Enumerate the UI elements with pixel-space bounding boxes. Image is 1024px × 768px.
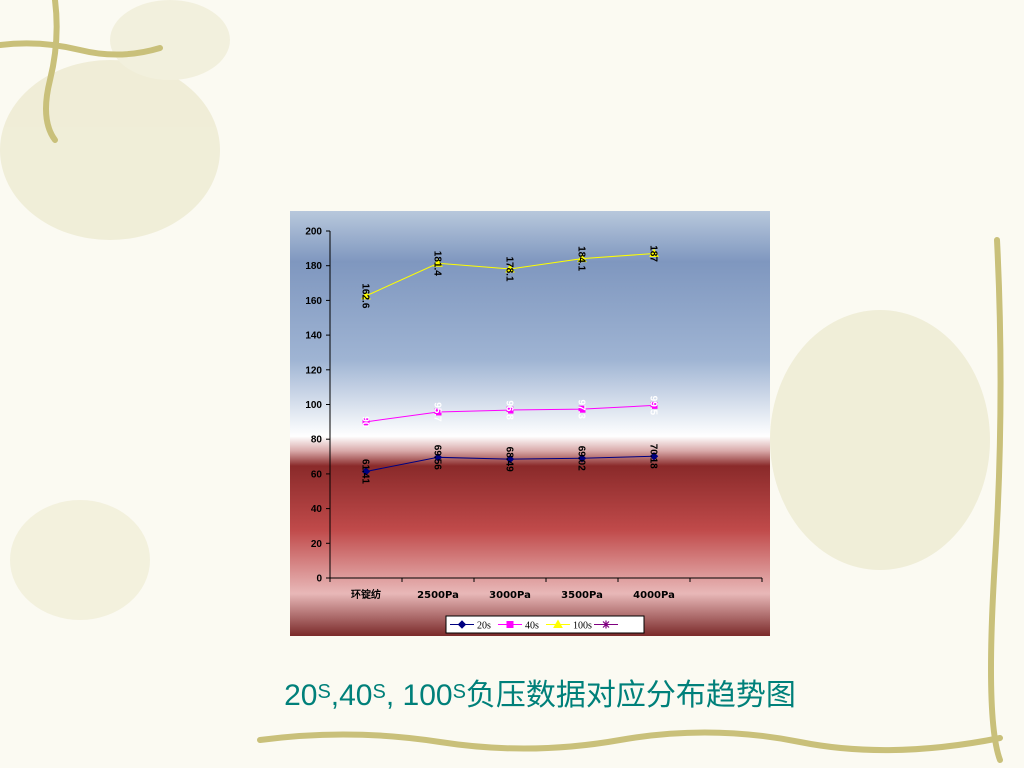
marker	[506, 406, 514, 414]
y-tick-label: 200	[305, 227, 322, 238]
data-label: 90	[360, 416, 371, 428]
marker	[577, 454, 587, 463]
marker	[433, 453, 443, 462]
marker	[577, 253, 587, 263]
chart-area	[290, 211, 770, 636]
title-superscript: S	[453, 681, 466, 703]
title-text: , 100	[386, 679, 453, 712]
marker	[361, 467, 371, 476]
marker	[505, 263, 515, 273]
data-label: 69.02	[576, 446, 587, 471]
y-tick-label: 80	[311, 435, 323, 446]
marker	[505, 454, 515, 464]
y-tick-label: 120	[305, 365, 322, 376]
chart: 0 20 40 60 80 100 120 140 160 180 200 环锭纺 2500Pa 3000…	[305, 227, 763, 634]
marker	[361, 290, 371, 300]
x-tick-label: 4000Pa	[633, 590, 675, 601]
marker	[506, 621, 514, 628]
marker	[578, 405, 586, 413]
y-tick-label: 40	[311, 504, 323, 515]
marker	[553, 619, 563, 628]
chart-title: 20S,40S, 100S负压数据对应分布趋势图	[284, 678, 796, 713]
data-label: 178.1	[504, 256, 515, 281]
x-tick-label: 环锭纺	[351, 588, 381, 601]
marker	[649, 248, 659, 258]
title-text: 20	[284, 679, 317, 712]
x-tick-label: 2500Pa	[417, 590, 459, 601]
data-label: 181.4	[432, 251, 443, 276]
y-tick-label: 20	[311, 539, 323, 550]
data-label: 70.18	[648, 444, 659, 469]
x-tick-label: 3500Pa	[561, 590, 603, 601]
title-text: 负压数据对应分布趋势图	[466, 678, 796, 713]
marker	[434, 408, 442, 416]
data-label: 69.56	[432, 445, 443, 470]
legend-label: 20s	[477, 621, 491, 632]
y-tick-label: 140	[305, 331, 322, 342]
decoration	[0, 0, 990, 620]
legend-label: 40s	[525, 621, 539, 632]
x-tick-label: 3000Pa	[489, 590, 531, 601]
title-superscript: S	[317, 681, 330, 703]
y-tick-label: 160	[305, 296, 322, 307]
data-label: 68.49	[504, 447, 515, 472]
data-label: 184.1	[576, 246, 587, 271]
data-label: 95.7	[432, 402, 443, 422]
marker	[649, 452, 659, 461]
data-label: 99.5	[648, 396, 659, 416]
marker	[457, 620, 467, 629]
vine	[0, 0, 1004, 763]
data-label: 162.6	[360, 283, 371, 308]
y-tick-label: 100	[305, 400, 322, 411]
title-superscript: S	[373, 681, 386, 703]
marker	[362, 418, 370, 426]
data-label: 61.41	[360, 459, 371, 484]
marker	[602, 620, 610, 629]
data-label: 96.8	[504, 400, 515, 420]
title-text: ,40	[331, 679, 373, 712]
data-label: 187	[648, 245, 659, 262]
data-label: 97.3	[576, 399, 587, 419]
marker	[433, 258, 443, 267]
legend-label: 100s	[573, 621, 592, 632]
legend	[445, 615, 645, 634]
y-tick-label: 60	[311, 469, 323, 480]
y-tick-label: 0	[316, 574, 322, 585]
y-tick-label: 180	[305, 261, 322, 272]
marker	[650, 401, 658, 409]
